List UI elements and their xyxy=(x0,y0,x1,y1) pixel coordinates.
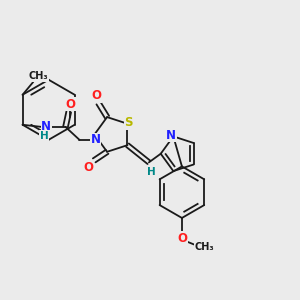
Text: O: O xyxy=(84,161,94,174)
Text: N: N xyxy=(91,133,100,146)
Text: CH₃: CH₃ xyxy=(29,71,49,82)
Text: O: O xyxy=(66,98,76,111)
Text: O: O xyxy=(91,89,101,102)
Text: H: H xyxy=(40,130,48,140)
Text: O: O xyxy=(177,232,187,245)
Text: H: H xyxy=(147,167,155,177)
Text: S: S xyxy=(124,116,133,129)
Text: N: N xyxy=(166,129,176,142)
Text: CH₃: CH₃ xyxy=(195,242,214,252)
Text: N: N xyxy=(41,120,51,134)
